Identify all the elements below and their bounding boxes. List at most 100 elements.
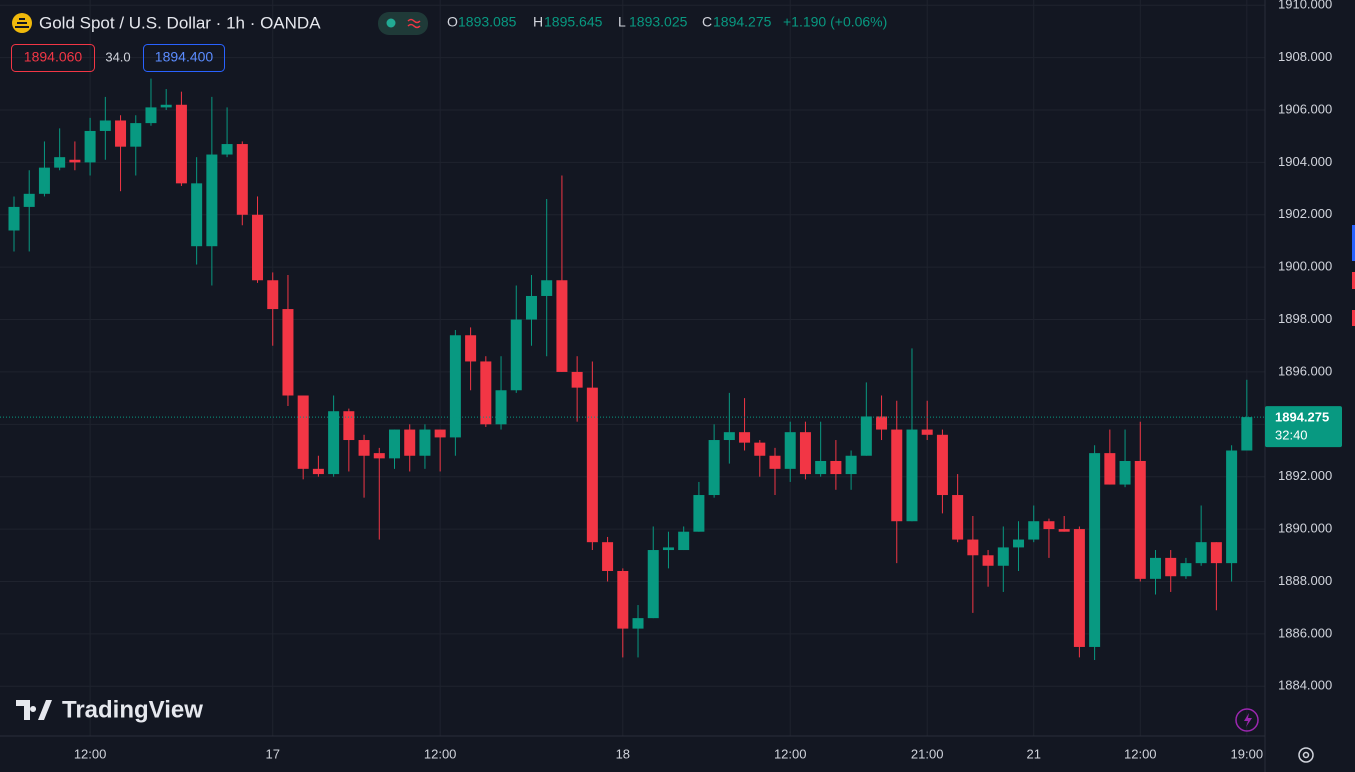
candle-body xyxy=(495,390,507,425)
x-tick-label: 12:00 xyxy=(424,746,457,761)
settings-icon xyxy=(1302,751,1310,759)
delay-icon xyxy=(407,18,421,29)
candle-body xyxy=(739,432,751,443)
candle-body xyxy=(860,416,872,456)
candle-body xyxy=(541,280,553,296)
ohlc-label: O xyxy=(447,14,458,30)
candle-body xyxy=(952,495,964,540)
candle-body xyxy=(678,531,690,551)
candle-body xyxy=(693,495,705,532)
x-tick-label: 17 xyxy=(266,746,280,761)
x-tick-label: 12:00 xyxy=(74,746,107,761)
ohlc-value: 1895.645 xyxy=(544,14,603,30)
ohlc-label: L xyxy=(618,14,626,30)
candle-body xyxy=(921,429,933,435)
candle-body xyxy=(99,120,111,131)
candle-body xyxy=(221,144,233,155)
candle-body xyxy=(906,429,918,522)
candle-body xyxy=(799,432,811,475)
candle-body xyxy=(480,361,492,425)
axis-marker xyxy=(1352,272,1355,289)
candle-body xyxy=(1089,453,1101,647)
candle-body xyxy=(69,159,81,163)
candle-body xyxy=(602,542,614,571)
candle-body xyxy=(389,429,400,459)
candle-body xyxy=(1226,450,1238,564)
ohlc-label: H xyxy=(533,14,543,30)
status-pill[interactable] xyxy=(378,12,428,35)
bid-price: 1894.060 xyxy=(24,49,83,65)
candle-body xyxy=(936,434,948,496)
candle-body xyxy=(617,570,629,629)
candle-body xyxy=(510,319,522,391)
ohlc-value: 1894.275 xyxy=(713,14,772,30)
candle-body xyxy=(632,618,644,629)
logo-text: TradingView xyxy=(62,696,203,723)
candle-body xyxy=(206,154,218,247)
price-tag-value: 1894.275 xyxy=(1275,410,1329,425)
candle-body xyxy=(115,120,127,147)
candle-body xyxy=(8,206,20,231)
y-tick-label: 1896.000 xyxy=(1278,363,1332,378)
y-tick-label: 1904.000 xyxy=(1278,154,1332,169)
ask-price: 1894.400 xyxy=(155,49,214,65)
buy-button[interactable] xyxy=(143,44,225,72)
candle-body xyxy=(723,432,735,441)
chart-title: Gold Spot / U.S. Dollar · 1h · OANDA xyxy=(39,13,321,32)
candle-body xyxy=(252,214,264,281)
candle-body xyxy=(297,395,309,469)
lightning-button[interactable] xyxy=(1235,708,1259,732)
candle-body xyxy=(1104,453,1116,485)
candles xyxy=(0,78,1265,661)
candle-body xyxy=(1195,542,1207,564)
candle-body xyxy=(1165,557,1177,577)
candle-body xyxy=(967,539,979,556)
candle-body xyxy=(586,387,598,543)
candle-body xyxy=(997,547,1009,566)
candle-body xyxy=(419,429,431,456)
logo-icon xyxy=(16,700,52,720)
candle-body xyxy=(404,429,416,456)
candle-body xyxy=(373,453,385,459)
candle-body xyxy=(708,440,720,496)
y-tick-label: 1890.000 xyxy=(1278,521,1332,536)
candle-body xyxy=(282,309,294,396)
candle-body xyxy=(23,193,35,207)
y-tick-label: 1892.000 xyxy=(1278,468,1332,483)
price-tag-bg xyxy=(1265,406,1342,448)
ohlc-value: 1893.025 xyxy=(629,14,688,30)
candle-body xyxy=(784,432,796,469)
candle-body xyxy=(1043,521,1055,530)
settings-button[interactable] xyxy=(1298,747,1314,763)
candle-body xyxy=(525,295,537,320)
candle-body xyxy=(1073,529,1085,647)
y-tick-label: 1900.000 xyxy=(1278,259,1332,274)
candle-body xyxy=(1058,529,1070,532)
x-tick-label: 19:00 xyxy=(1231,746,1264,761)
y-tick-label: 1888.000 xyxy=(1278,573,1332,588)
symbol-icon-bars xyxy=(15,18,29,28)
x-tick-label: 21 xyxy=(1027,746,1041,761)
spread: 34.0 xyxy=(105,49,130,64)
x-tick-label: 18 xyxy=(616,746,630,761)
ohlc-label: C xyxy=(702,14,712,30)
candle-body xyxy=(328,411,340,475)
candle-body xyxy=(267,280,279,310)
candle-body xyxy=(191,183,203,247)
y-tick-label: 1886.000 xyxy=(1278,625,1332,640)
candle-body xyxy=(1180,563,1192,577)
market-open-dot xyxy=(386,18,396,28)
candle-body xyxy=(38,167,50,194)
candle-body xyxy=(556,280,568,372)
candle-body xyxy=(815,460,827,475)
price-tag: 1894.275 32:40 xyxy=(1265,406,1342,448)
sell-button[interactable] xyxy=(11,44,95,72)
y-tick-label: 1902.000 xyxy=(1278,206,1332,221)
candle-body xyxy=(54,157,66,168)
candle-body xyxy=(175,104,187,184)
candle-body xyxy=(845,455,857,475)
candle-body xyxy=(769,455,781,469)
candle-body xyxy=(343,411,355,441)
